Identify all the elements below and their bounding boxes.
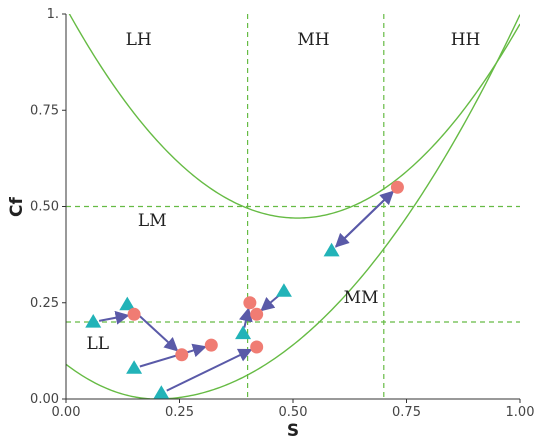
y-axis-title: Cf	[7, 196, 27, 216]
x-tick-label-1: 0.25	[165, 405, 194, 420]
arrow-5	[260, 294, 280, 312]
markers	[85, 180, 404, 399]
triangle-point-0	[85, 314, 102, 328]
x-tick-label-0: 0.00	[52, 405, 81, 420]
circle-point-0	[127, 307, 141, 321]
triangle-point-2	[126, 360, 143, 374]
circle-point-1	[175, 348, 189, 362]
triangle-point-3	[153, 385, 170, 399]
dashed-guides	[66, 14, 520, 399]
circle-point-5	[250, 307, 264, 321]
y-tick-label-0: 0.00	[30, 392, 59, 407]
region-label-lh: LH	[126, 30, 152, 50]
curves	[66, 14, 520, 399]
triangle-point-1	[119, 296, 136, 311]
arrow-2	[139, 343, 207, 368]
y-tick-label-4: 1.	[47, 7, 59, 22]
arrow-3	[166, 348, 253, 392]
region-label-lm: LM	[138, 211, 167, 231]
region-label-mm: MM	[344, 288, 379, 308]
arrow-7	[334, 190, 394, 248]
curve-0	[68, 14, 520, 219]
arrows	[98, 190, 395, 392]
x-axis-title: S	[287, 421, 299, 441]
triangle-point-4	[235, 325, 252, 340]
triangle-point-6	[323, 242, 340, 257]
curve-1	[66, 14, 520, 399]
circle-point-2	[204, 338, 218, 352]
x-tick-label-3: 0.75	[392, 405, 421, 420]
axes: 0.00 0.25 0.50 0.75 1.00 0.00 0.25 0.50 0.75 1.	[30, 7, 534, 420]
arrow-0	[98, 310, 130, 325]
x-tick-label-2: 0.50	[279, 405, 308, 420]
y-tick-label-1: 0.25	[30, 296, 59, 311]
region-label-hh: HH	[451, 30, 481, 50]
region-labels: LH MH HH LM MM LL	[86, 30, 480, 354]
circle-point-4	[243, 296, 257, 310]
arrow-4	[239, 307, 253, 328]
triangle-point-5	[275, 283, 292, 297]
y-tick-label-2: 0.50	[30, 200, 59, 215]
region-label-ll: LL	[86, 334, 109, 354]
y-tick-label-3: 0.75	[30, 103, 59, 118]
circle-point-3	[250, 340, 264, 354]
region-label-mh: MH	[297, 30, 329, 50]
circle-point-6	[390, 180, 404, 194]
x-tick-label-4: 1.00	[506, 405, 535, 420]
